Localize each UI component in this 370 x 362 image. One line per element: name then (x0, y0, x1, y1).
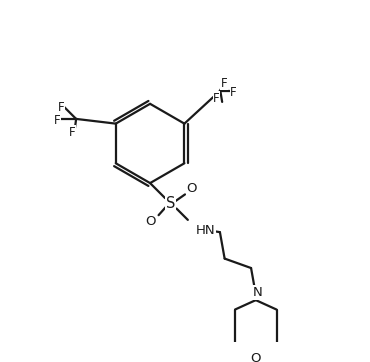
Text: F: F (221, 76, 227, 89)
Text: F: F (213, 92, 220, 105)
Text: F: F (230, 86, 237, 99)
Text: O: O (145, 215, 155, 228)
Text: HN: HN (195, 224, 215, 237)
Text: F: F (58, 101, 64, 114)
Text: O: O (250, 352, 261, 362)
Text: O: O (186, 182, 197, 195)
Text: N: N (253, 286, 263, 299)
Text: F: F (54, 114, 61, 127)
Text: S: S (166, 196, 175, 211)
Text: F: F (69, 126, 75, 139)
